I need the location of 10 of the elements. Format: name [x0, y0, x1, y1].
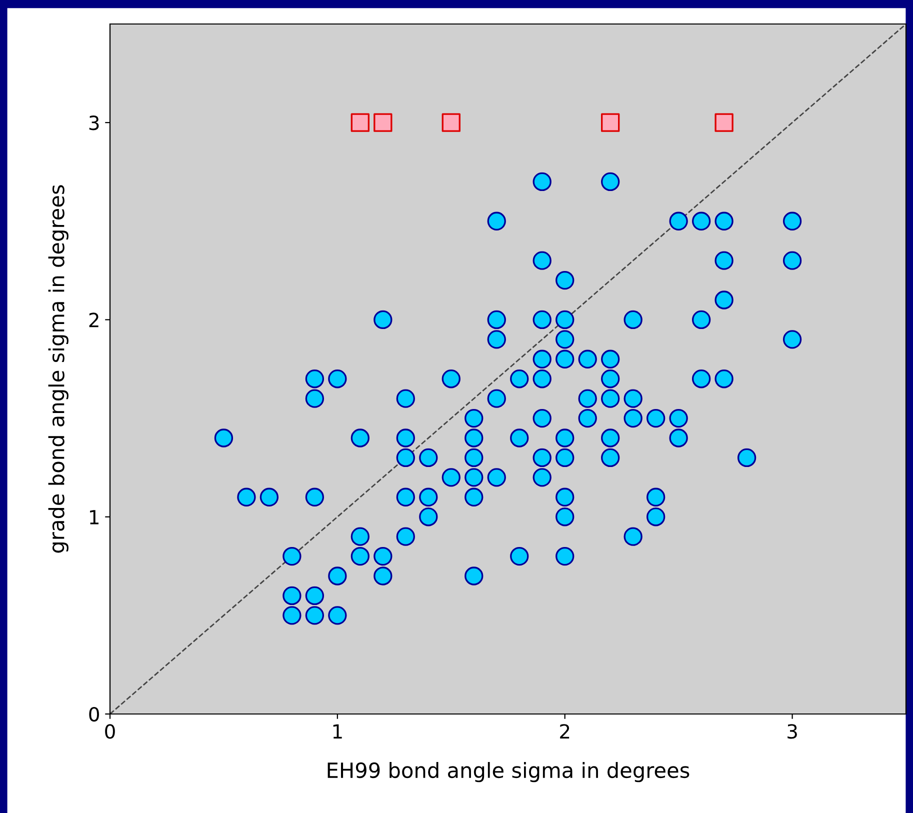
- y-tick-label: 1: [90, 510, 98, 524]
- x-tick-label: 0: [105, 724, 115, 739]
- x-tick-label: 2: [560, 724, 570, 738]
- y-tick-label: 3: [89, 116, 99, 130]
- x-tick-label: 1: [333, 724, 342, 738]
- y-tick-label: 0: [89, 706, 99, 722]
- x-axis-title: EH99 bond angle sigma in degrees: [328, 762, 690, 782]
- y-axis-title: grade bond angle sigma in degrees: [48, 185, 68, 553]
- y-tick-label: 2: [89, 312, 98, 328]
- x-tick-label: 3: [788, 724, 797, 739]
